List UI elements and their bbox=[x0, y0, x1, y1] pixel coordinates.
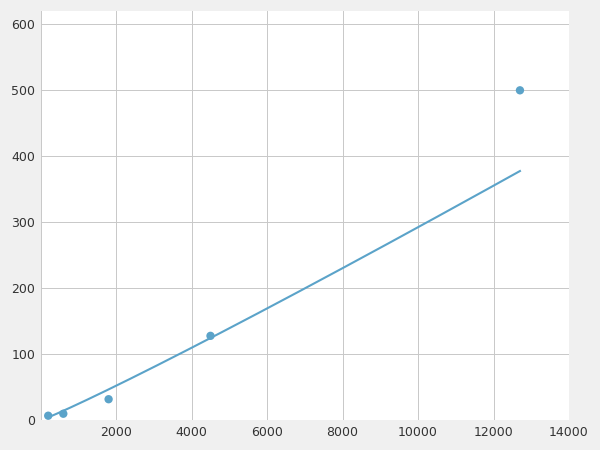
Point bbox=[206, 332, 215, 339]
Point bbox=[104, 396, 113, 403]
Point bbox=[515, 87, 525, 94]
Point bbox=[59, 410, 68, 417]
Point bbox=[43, 412, 53, 419]
